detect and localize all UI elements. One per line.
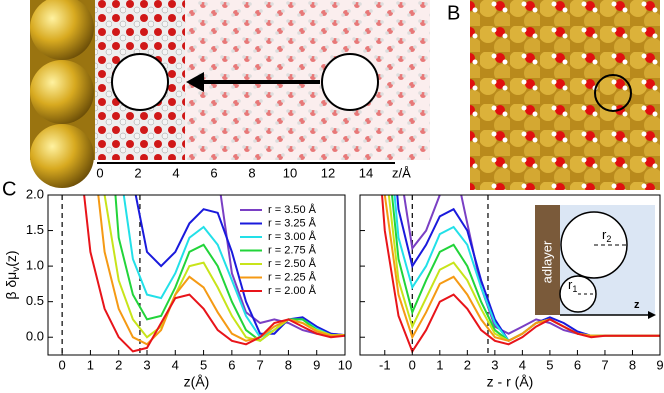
y-tick-label: 1.0 (26, 258, 44, 273)
radius-label: r1 (568, 277, 577, 294)
solute-circle (594, 74, 632, 112)
legend-label: r = 2.25 Å (268, 270, 317, 283)
legend-label: r = 3.50 Å (268, 203, 317, 216)
y-axis-label: (z) (3, 250, 19, 266)
legend-label: r = 3.25 Å (268, 216, 317, 229)
series-line (381, 195, 660, 354)
axis-tick-label: 8 (248, 165, 255, 180)
x-tick-label: 4 (172, 357, 179, 372)
axis-tick-label: 4 (172, 165, 179, 180)
adlayer-strip (535, 205, 560, 315)
axis-tick-label: 2 (134, 165, 141, 180)
x-tick-label: 2 (115, 357, 122, 372)
inset-axis-label: z (634, 299, 640, 311)
x-tick-label: 10 (338, 357, 352, 372)
x-tick-label: 0 (409, 357, 416, 372)
gold-atom (30, 0, 94, 60)
y-axis-label-sub: v (11, 267, 22, 272)
x-tick-label: 5 (546, 357, 553, 372)
plot-frame (47, 194, 346, 356)
series-line (97, 195, 345, 346)
radius-label: r2 (602, 227, 611, 244)
radius-sub: 1 (572, 284, 577, 294)
legend-label: r = 3.00 Å (268, 230, 317, 243)
radius-label: r (568, 277, 573, 292)
y-tick-label: 0.0 (26, 329, 44, 344)
axis-tick-label: 12 (321, 165, 335, 180)
x-axis-label: z - r (Å) (487, 374, 534, 390)
x-tick-label: 5 (200, 357, 207, 372)
axis-tick-label: 6 (210, 165, 217, 180)
x-tick-label: 8 (285, 357, 292, 372)
chart: 0 1 2 3 4 5 6 7 8 9 10 0.0 0.5 1.0 1.5 2.0 z(Å) β δμv(z) r… (3, 186, 353, 390)
x-tick-label: 2 (464, 357, 471, 372)
inset: adlayer r2 r1 z (535, 205, 656, 319)
x-axis-label: z(Å) (184, 374, 210, 390)
solute-circle (111, 53, 169, 111)
x-tick-label: 6 (228, 357, 235, 372)
arrow-head (186, 72, 204, 92)
gold-atom (30, 124, 94, 188)
panel-label: B (447, 2, 460, 24)
legend-label: r = 2.50 Å (268, 257, 317, 270)
plot-frame (359, 194, 661, 356)
panel-label: C (2, 178, 16, 200)
solute-circle (321, 53, 379, 111)
axis-label: z/Å (392, 165, 411, 180)
x-tick-label: 0 (59, 357, 66, 372)
x-tick-label: 9 (656, 357, 663, 372)
x-tick-label: 4 (519, 357, 526, 372)
y-tick-label: 2.0 (26, 186, 44, 201)
x-tick-label: 3 (143, 357, 150, 372)
x-tick-label: 7 (601, 357, 608, 372)
x-tick-label: 6 (574, 357, 581, 372)
series-line (134, 195, 345, 337)
x-tick-label: 1 (87, 357, 94, 372)
x-tick-label: 1 (436, 357, 443, 372)
inset-label: adlayer (539, 240, 554, 283)
x-tick-label: -1 (379, 357, 391, 372)
x-tick-label: 8 (629, 357, 636, 372)
y-tick-label: 0.5 (26, 293, 44, 308)
legend-label: r = 2.00 Å (268, 284, 317, 297)
legend-label: r = 2.75 Å (268, 243, 317, 256)
series-line (114, 195, 345, 343)
radius-label: r (602, 227, 607, 242)
x-tick-label: 7 (257, 357, 264, 372)
x-tick-label: 9 (313, 357, 320, 372)
chart: -1 0 1 2 3 4 5 6 7 8 9 z - r (Å) (359, 194, 664, 390)
gold-atom (30, 60, 94, 124)
y-tick-label: 1.5 (26, 222, 44, 237)
y-axis-label: β δμv(z) (3, 250, 22, 299)
axis-tick-label: 0 (96, 165, 103, 180)
series-line (83, 195, 345, 353)
x-tick-label: 3 (491, 357, 498, 372)
axis-tick-label: 10 (283, 165, 297, 180)
inset-arrow (648, 311, 656, 319)
y-axis-label: β δμ (3, 272, 19, 300)
surface-image (470, 0, 660, 190)
radius-sub: 2 (606, 234, 611, 244)
axis-tick-label: 14 (359, 165, 373, 180)
